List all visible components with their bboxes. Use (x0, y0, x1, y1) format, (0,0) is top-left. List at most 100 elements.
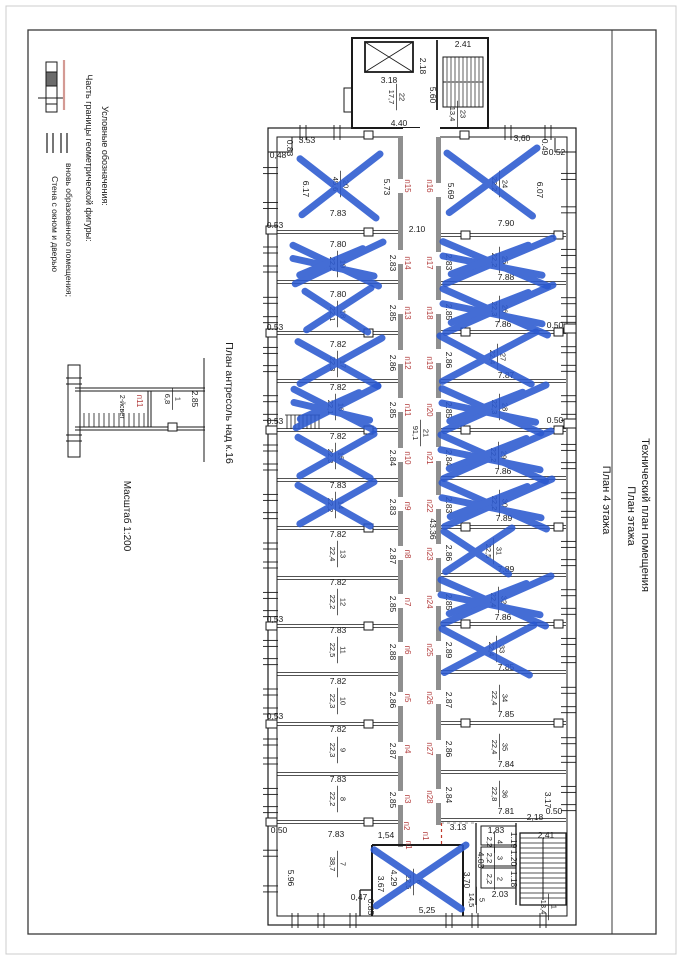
dim-label: 2.89 (444, 642, 454, 659)
cross-stroke (442, 234, 557, 288)
door-opening (397, 179, 404, 193)
cross-out-mark (296, 150, 384, 222)
cross-out-mark (439, 281, 557, 339)
door-square (460, 522, 471, 532)
scale-label: Масштаб 1:200 (121, 481, 133, 552)
dim-label: 4.29 (389, 870, 399, 887)
equals-icon (46, 133, 68, 153)
room-number-area-label: 514,5 (467, 886, 487, 914)
room-number: 36 (501, 790, 510, 798)
room-id-label: п1 (404, 841, 413, 850)
dim-label: 3,60 (514, 133, 531, 143)
door-opening (435, 495, 442, 509)
cross-stroke (296, 334, 386, 388)
cross-stroke (296, 245, 367, 279)
legend-line1: Часть границы геометрической фигуры: (84, 74, 94, 241)
dim-label: 7.82 (330, 577, 347, 587)
cross-stroke (445, 580, 530, 617)
room-id-label: п13 (403, 306, 412, 320)
door-opening (397, 300, 404, 314)
door-opening (397, 742, 404, 756)
dim-label: 0.49 (540, 139, 550, 156)
dim-label: 0.53 (267, 322, 284, 332)
dim-label: 2.85 (388, 402, 398, 419)
dim-label: 2-йсвет (118, 395, 126, 420)
cross-out-mark (439, 234, 557, 290)
dim-label: 2.83 (388, 255, 398, 272)
cross-out-mark (294, 334, 386, 390)
dim-label: 2,41 (538, 830, 555, 840)
dim-label: 6.17 (301, 181, 311, 198)
dim-label: 43.36 (428, 518, 438, 540)
door-opening (435, 592, 442, 606)
dim-label: 2.18 (418, 58, 428, 75)
room-id-label: п26 (425, 691, 434, 705)
room-area: 22,4 (490, 740, 499, 755)
room-number: 9 (339, 748, 348, 752)
dim-label: 0.53 (267, 220, 284, 230)
dim-label: 2.85 (444, 594, 454, 611)
room-area: 2,2 (485, 853, 494, 863)
door-square (553, 327, 564, 337)
room-id-label: п10 (403, 451, 412, 465)
room-id-label: п1 (421, 832, 430, 841)
dim-label: 7.82 (330, 676, 347, 686)
cross-stroke (440, 621, 538, 676)
window-square (265, 425, 278, 435)
room-id-label: п28 (425, 790, 434, 804)
dim-label: 7.82 (330, 724, 347, 734)
dim-label: 7.82 (330, 382, 347, 392)
room-number: 13 (339, 550, 348, 558)
cross-out-mark (440, 524, 516, 578)
cross-out-mark (437, 572, 555, 630)
cross-stroke (438, 494, 545, 522)
room-number-area-label: 922,3 (328, 736, 348, 764)
room-number-area-label: 822,2 (328, 785, 348, 813)
dim-label: 7.84 (498, 759, 515, 769)
dim-label: 7.85 (498, 709, 515, 719)
room-number: 1 (550, 905, 559, 909)
room-number-area-label: 16,8 (163, 388, 183, 410)
dim-label: 2.86 (388, 692, 398, 709)
dim-label: 0.85 (366, 899, 376, 916)
dim-label: 3.67 (376, 876, 386, 893)
room-number: 2 (496, 877, 505, 881)
room-number: 3 (496, 856, 505, 860)
dim-label: 0,47 (351, 892, 368, 902)
room-id-label: п12 (403, 356, 412, 370)
room-id-labels-layer: п15п14п13п12п11п10п9п8п7п6п5п4п3п2п1п16п… (135, 179, 434, 850)
cross-out-mark (294, 478, 378, 530)
dim-label: 5.96 (286, 870, 296, 887)
window-square (265, 719, 278, 729)
room-area: 38,7 (328, 857, 337, 872)
window-square (265, 328, 278, 338)
dim-label: 2.83 (388, 499, 398, 516)
cross-stroke (296, 478, 378, 528)
room-id-label: п9 (403, 502, 412, 511)
dim-label: 2.85 (444, 402, 454, 419)
dim-label: 5,25 (419, 905, 436, 915)
dim-label: 2.87 (388, 743, 398, 760)
room-number: 24 (501, 180, 510, 188)
cross-stroke (441, 381, 550, 435)
dim-label: 2.86 (444, 352, 454, 369)
cross-stroke (289, 255, 378, 280)
dimension-labels-layer: 2.41 2.18 3.18 5.60 4.40 3.53 0.830,48 3,60 0.49… (118, 39, 566, 916)
dim-label: 0.53 (267, 416, 284, 426)
dim-label: 7.89 (496, 513, 513, 523)
door-opening (397, 497, 404, 511)
dim-label: 7.81 (498, 806, 515, 816)
door-square (363, 719, 374, 729)
cross-stroke (291, 238, 387, 288)
room-id-label: п4 (403, 745, 412, 754)
room-id-label: п21 (425, 451, 434, 465)
dim-label: 2.87 (388, 548, 398, 565)
cross-stroke (437, 446, 544, 474)
room-number: 8 (339, 797, 348, 801)
dim-label: 2.03 (492, 889, 509, 899)
dim-label: 2.86 (388, 355, 398, 372)
